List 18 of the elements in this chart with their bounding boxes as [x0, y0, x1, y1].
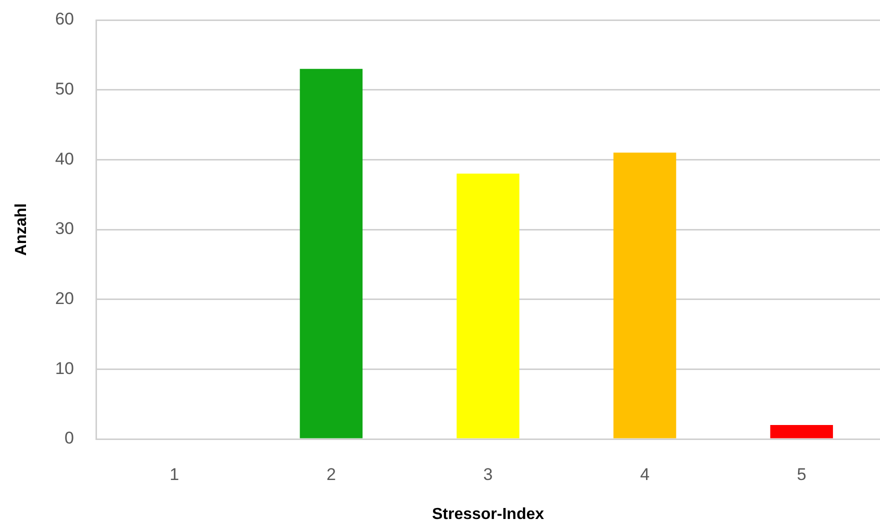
y-tick-label: 50: [55, 80, 74, 99]
y-tick-label: 30: [55, 219, 74, 238]
bar: [300, 68, 363, 438]
x-axis-title: Stressor-Index: [432, 506, 544, 523]
bar: [456, 174, 520, 438]
y-tick-label: 0: [64, 428, 74, 448]
y-tick-label: 60: [55, 10, 74, 29]
x-tick-label: 1: [170, 464, 180, 484]
x-tick-label: 4: [640, 464, 650, 484]
y-tick-label: 40: [55, 149, 74, 168]
x-tick-label: 5: [796, 464, 806, 484]
y-axis-title: Anzahl: [13, 203, 30, 256]
x-tick-label: 3: [483, 464, 493, 484]
bar: [770, 425, 833, 438]
y-tick-label: 20: [55, 289, 74, 308]
bar: [613, 152, 676, 438]
x-tick-label: 2: [326, 464, 336, 484]
y-tick-label: 10: [55, 358, 74, 378]
